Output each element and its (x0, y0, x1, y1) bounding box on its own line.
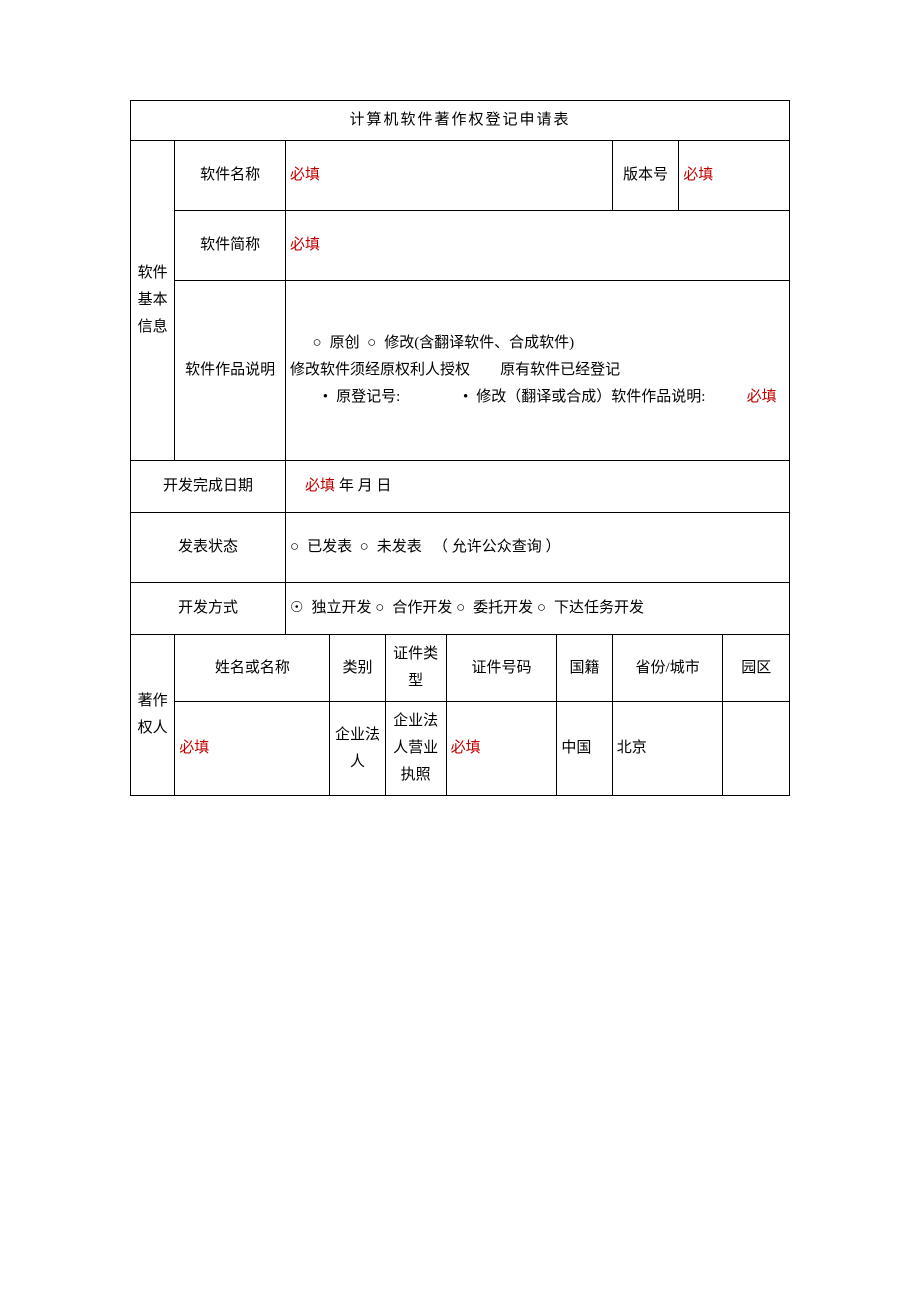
dev-done-label: 开发完成日期 (131, 461, 286, 513)
owner-park-value[interactable] (723, 702, 790, 796)
software-name-value[interactable]: 必填 (286, 141, 613, 211)
radio-unpublished[interactable] (360, 539, 377, 555)
bullet-icon (449, 389, 476, 405)
software-name-row: 软件基本信息 软件名称 必填 版本号 必填 (131, 141, 790, 211)
work-desc-label: 软件作品说明 (175, 281, 286, 461)
owner-nation-value: 中国 (557, 702, 612, 796)
owner-header-row: 著作权人 姓名或名称 类别 证件类型 证件号码 国籍 省份/城市 园区 (131, 635, 790, 702)
bullet-icon (309, 389, 336, 405)
radio-dev-coop[interactable] (375, 600, 392, 616)
dev-done-value[interactable]: 必填 年 月 日 (286, 461, 790, 513)
dev-mode-label: 开发方式 (131, 583, 286, 635)
owner-col-region: 省份/城市 (612, 635, 723, 702)
publish-row: 发表状态 已发表 未发表 （ 允许公众查询 ） (131, 513, 790, 583)
radio-published[interactable] (290, 539, 307, 555)
owner-data-row: 必填 企业法人 企业法人营业执照 必填 中国 北京 (131, 702, 790, 796)
owner-col-nation: 国籍 (557, 635, 612, 702)
publish-label: 发表状态 (131, 513, 286, 583)
radio-dev-task[interactable] (537, 600, 554, 616)
owner-name-value[interactable]: 必填 (175, 702, 330, 796)
owner-cert-type-value: 企业法人营业执照 (385, 702, 446, 796)
radio-dev-entrust[interactable] (456, 600, 473, 616)
dev-mode-value[interactable]: 独立开发 合作开发 委托开发 下达任务开发 (286, 583, 790, 635)
short-name-label: 软件简称 (175, 211, 286, 281)
dev-done-row: 开发完成日期 必填 年 月 日 (131, 461, 790, 513)
owner-cert-no-value[interactable]: 必填 (446, 702, 557, 796)
software-name-label: 软件名称 (175, 141, 286, 211)
short-name-value[interactable]: 必填 (286, 211, 790, 281)
short-name-row: 软件简称 必填 (131, 211, 790, 281)
radio-dev-independent[interactable] (290, 600, 311, 616)
owner-group-label: 著作权人 (131, 635, 175, 796)
radio-original[interactable] (313, 335, 330, 351)
basic-info-group-label: 软件基本信息 (131, 141, 175, 461)
dev-mode-row: 开发方式 独立开发 合作开发 委托开发 下达任务开发 (131, 583, 790, 635)
version-value[interactable]: 必填 (679, 141, 790, 211)
publish-value[interactable]: 已发表 未发表 （ 允许公众查询 ） (286, 513, 790, 583)
owner-type-value: 企业法人 (330, 702, 385, 796)
owner-col-cert-no: 证件号码 (446, 635, 557, 702)
work-desc-row: 软件作品说明 原创 修改(含翻译软件、合成软件) 修改软件须经原权利人授权 原有… (131, 281, 790, 461)
version-label: 版本号 (612, 141, 678, 211)
title-row: 计算机软件著作权登记申请表 (131, 101, 790, 141)
owner-col-park: 园区 (723, 635, 790, 702)
application-form-table: 计算机软件著作权登记申请表 软件基本信息 软件名称 必填 版本号 必填 软件简称… (130, 100, 790, 796)
owner-col-type: 类别 (330, 635, 385, 702)
radio-modify[interactable] (367, 335, 384, 351)
owner-region-value: 北京 (612, 702, 723, 796)
form-title: 计算机软件著作权登记申请表 (131, 101, 790, 141)
owner-col-name: 姓名或名称 (175, 635, 330, 702)
owner-col-cert-type: 证件类型 (385, 635, 446, 702)
work-desc-content[interactable]: 原创 修改(含翻译软件、合成软件) 修改软件须经原权利人授权 原有软件已经登记 … (286, 281, 790, 461)
